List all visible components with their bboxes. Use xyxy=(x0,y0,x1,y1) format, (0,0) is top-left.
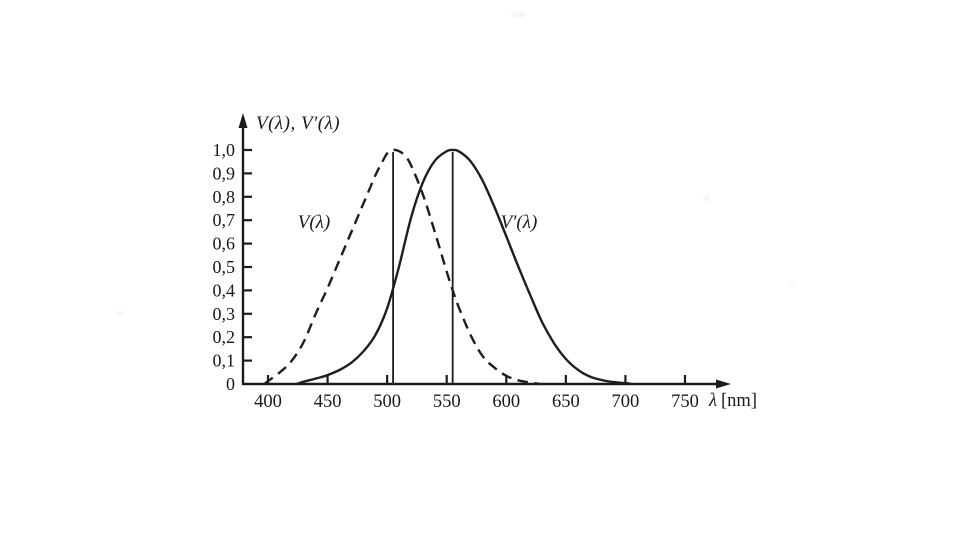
x-tick-label: 650 xyxy=(552,392,580,412)
y-tick-label: 0,3 xyxy=(213,304,236,324)
curve-v-prime-lambda-solid xyxy=(296,148,632,386)
y-tick-label: 0,5 xyxy=(213,257,236,277)
x-tick-label: 600 xyxy=(492,392,520,412)
y-tick-label: 0 xyxy=(226,374,235,394)
scan-artifact xyxy=(116,311,124,315)
y-tick-label: 0,6 xyxy=(213,234,236,254)
x-tick-label: 700 xyxy=(612,392,640,412)
x-tick-label: 550 xyxy=(433,392,461,412)
curve-label-v-lambda: V(λ) xyxy=(297,212,331,233)
scan-artifact xyxy=(789,281,794,286)
scan-artifact xyxy=(704,195,709,203)
y-tick-label: 1,0 xyxy=(213,140,236,160)
curve-label-v-prime-lambda: V′(λ) xyxy=(500,212,538,233)
y-axis-title: V(λ), V′(λ) xyxy=(256,113,341,134)
y-tick-label: 0,7 xyxy=(213,210,236,230)
y-tick-label: 0,8 xyxy=(213,187,236,207)
curve-v-lambda-dashed xyxy=(263,148,540,386)
y-tick-label: 0,1 xyxy=(213,351,236,371)
nm-bracket: [nm] xyxy=(721,391,757,411)
x-tick-label: 750 xyxy=(671,392,699,412)
x-tick-label: 400 xyxy=(254,392,282,412)
y-tick-label: 0,2 xyxy=(213,327,236,347)
y-axis-arrowhead xyxy=(238,113,248,128)
x-tick-label: 450 xyxy=(314,392,342,412)
x-axis-arrowhead xyxy=(716,379,731,389)
y-tick-label: 0,4 xyxy=(213,280,236,300)
x-axis-unit-label: λ [nm] xyxy=(709,391,757,412)
scan-artifact xyxy=(511,13,527,18)
lambda-symbol: λ xyxy=(709,391,718,411)
y-tick-label: 0,9 xyxy=(213,163,236,183)
x-tick-label: 500 xyxy=(373,392,401,412)
